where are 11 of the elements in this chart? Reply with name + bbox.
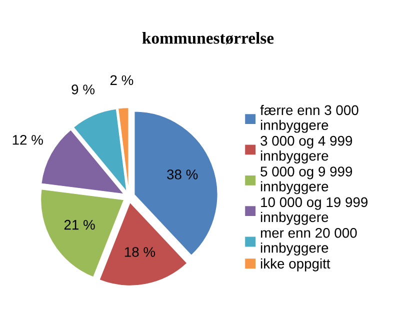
legend-label: 5 000 og 9 999 innbyggere xyxy=(260,166,352,194)
legend-label: færre enn 3 000 innbyggere xyxy=(260,104,358,133)
legend-label: 3 000 og 4 999 innbyggere xyxy=(260,136,352,164)
data-label: 2 % xyxy=(110,75,134,86)
data-label: 38 % xyxy=(167,170,198,180)
data-label: 21 % xyxy=(64,220,95,230)
data-label: 12 % xyxy=(12,134,43,145)
data-label: 18 % xyxy=(124,247,156,257)
chart-title: kommunestørrelse xyxy=(142,32,274,44)
data-label: 9 % xyxy=(72,84,95,94)
legend-label: ikke oppgitt xyxy=(260,258,330,272)
